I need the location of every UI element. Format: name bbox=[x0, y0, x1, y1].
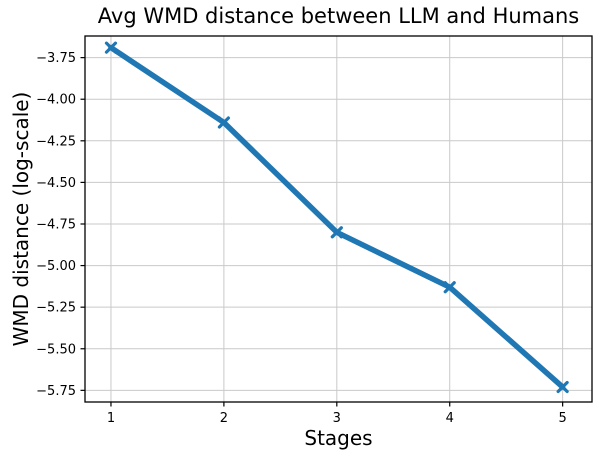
y-axis-label: WMD distance (log-scale) bbox=[9, 91, 33, 347]
data-point-marker bbox=[443, 281, 456, 294]
data-point-marker bbox=[217, 116, 230, 129]
x-tick-label: 3 bbox=[333, 411, 341, 426]
y-tick-label: −4.50 bbox=[36, 176, 76, 191]
y-tick-label: −5.00 bbox=[36, 259, 76, 274]
x-tick-label: 2 bbox=[220, 411, 228, 426]
plot-border bbox=[84, 35, 593, 403]
y-tick-label: −5.75 bbox=[36, 384, 76, 399]
y-tick-label: −4.25 bbox=[36, 134, 76, 149]
data-point-marker bbox=[556, 380, 569, 394]
data-point-marker bbox=[104, 41, 118, 54]
y-tick-label: −4.75 bbox=[36, 217, 76, 232]
y-tick-label: −5.50 bbox=[36, 342, 76, 357]
y-tick-label: −3.75 bbox=[36, 51, 76, 66]
x-tick-label: 4 bbox=[446, 411, 454, 426]
x-tick-label: 5 bbox=[559, 411, 567, 426]
data-point-marker bbox=[330, 226, 343, 239]
y-tick-label: −5.25 bbox=[36, 301, 76, 316]
y-tick-label: −4.00 bbox=[36, 93, 76, 108]
chart-title: Avg WMD distance between LLM and Humans bbox=[97, 4, 580, 28]
x-tick-label: 1 bbox=[107, 411, 115, 426]
x-axis-label: Stages bbox=[304, 426, 373, 450]
